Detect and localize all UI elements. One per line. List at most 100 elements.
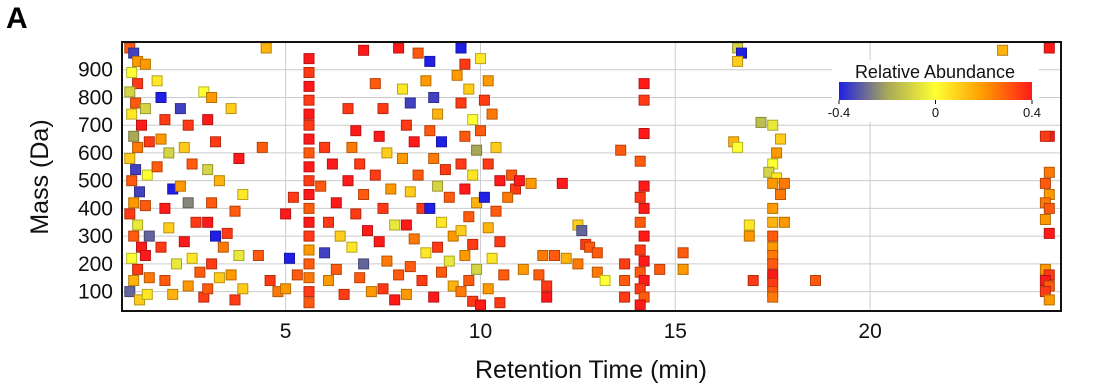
data-point	[428, 92, 440, 103]
data-point	[767, 291, 779, 303]
data-point	[634, 155, 646, 167]
data-point	[420, 75, 432, 87]
data-point	[455, 97, 467, 109]
data-point	[591, 247, 603, 259]
data-point	[182, 197, 194, 209]
y-tick-label: 700	[78, 114, 113, 137]
data-point	[478, 94, 490, 106]
data-point	[459, 58, 471, 70]
data-point	[303, 67, 315, 78]
data-point	[178, 236, 190, 248]
data-point	[432, 241, 444, 253]
data-point	[478, 191, 490, 203]
data-point	[467, 169, 479, 181]
data-point	[303, 230, 315, 242]
data-point	[400, 288, 412, 300]
data-point	[346, 241, 358, 253]
data-point	[334, 230, 346, 242]
data-point	[354, 158, 366, 170]
data-point	[494, 297, 506, 309]
data-point	[303, 216, 315, 228]
data-point	[638, 78, 650, 90]
data-point	[654, 263, 666, 275]
data-point	[475, 125, 486, 137]
data-point	[490, 205, 502, 217]
data-point	[556, 177, 568, 189]
data-point	[432, 108, 444, 120]
data-point	[303, 272, 315, 284]
data-point	[143, 230, 155, 242]
y-axis-title: Mass (Da)	[26, 119, 54, 234]
data-point	[767, 119, 779, 131]
data-point	[155, 241, 167, 253]
data-point	[303, 119, 315, 131]
data-point	[677, 247, 689, 259]
data-point	[210, 136, 221, 148]
data-point	[475, 53, 486, 65]
y-tick-label: 900	[78, 59, 113, 82]
data-point	[139, 103, 151, 115]
data-point	[139, 200, 151, 212]
data-point	[342, 103, 354, 115]
data-point	[498, 269, 510, 281]
data-point	[126, 175, 138, 187]
data-point	[767, 202, 779, 214]
data-point	[198, 86, 210, 98]
data-point	[252, 250, 264, 261]
data-point	[159, 114, 171, 126]
data-point	[400, 219, 412, 231]
data-point	[206, 197, 218, 209]
data-point	[202, 114, 214, 126]
data-point	[233, 153, 245, 164]
data-point	[369, 169, 381, 181]
data-point	[326, 158, 338, 170]
data-point	[323, 275, 334, 286]
data-point	[385, 183, 397, 195]
data-point	[126, 67, 138, 78]
data-point	[404, 186, 416, 198]
data-point	[1043, 294, 1055, 306]
data-point	[151, 161, 163, 173]
data-point	[381, 147, 393, 159]
data-point	[475, 299, 486, 311]
data-point	[178, 141, 190, 153]
data-point	[455, 286, 467, 298]
data-point	[159, 202, 171, 214]
data-point	[210, 230, 221, 242]
data-point	[634, 299, 646, 311]
x-tick-label: 10	[469, 320, 492, 343]
x-axis-title: Retention Time (min)	[475, 356, 707, 384]
data-point	[213, 175, 225, 187]
data-point	[389, 294, 401, 306]
data-point	[778, 177, 790, 189]
data-point	[132, 263, 144, 275]
data-point	[350, 125, 362, 137]
data-point	[233, 250, 245, 261]
data-point	[132, 78, 144, 90]
data-point	[303, 108, 315, 120]
data-point	[533, 269, 545, 281]
data-point	[397, 83, 408, 95]
data-point	[1043, 42, 1055, 54]
data-point	[755, 116, 767, 128]
data-point	[1043, 227, 1055, 239]
data-point	[132, 141, 144, 153]
data-point	[424, 125, 436, 137]
data-point	[455, 225, 467, 237]
data-point	[517, 263, 529, 275]
y-tick-label: 100	[78, 281, 113, 304]
data-point	[1039, 130, 1051, 142]
data-point	[1043, 166, 1055, 178]
data-point	[346, 141, 358, 153]
data-point	[767, 230, 779, 242]
data-point	[303, 94, 315, 106]
data-point	[225, 103, 237, 115]
data-point	[463, 211, 475, 223]
data-point	[369, 78, 381, 90]
data-point	[537, 250, 549, 261]
y-tick-label: 200	[78, 253, 113, 276]
data-point	[194, 266, 206, 278]
data-point	[171, 258, 182, 270]
data-point	[143, 136, 155, 148]
data-point	[482, 283, 494, 295]
